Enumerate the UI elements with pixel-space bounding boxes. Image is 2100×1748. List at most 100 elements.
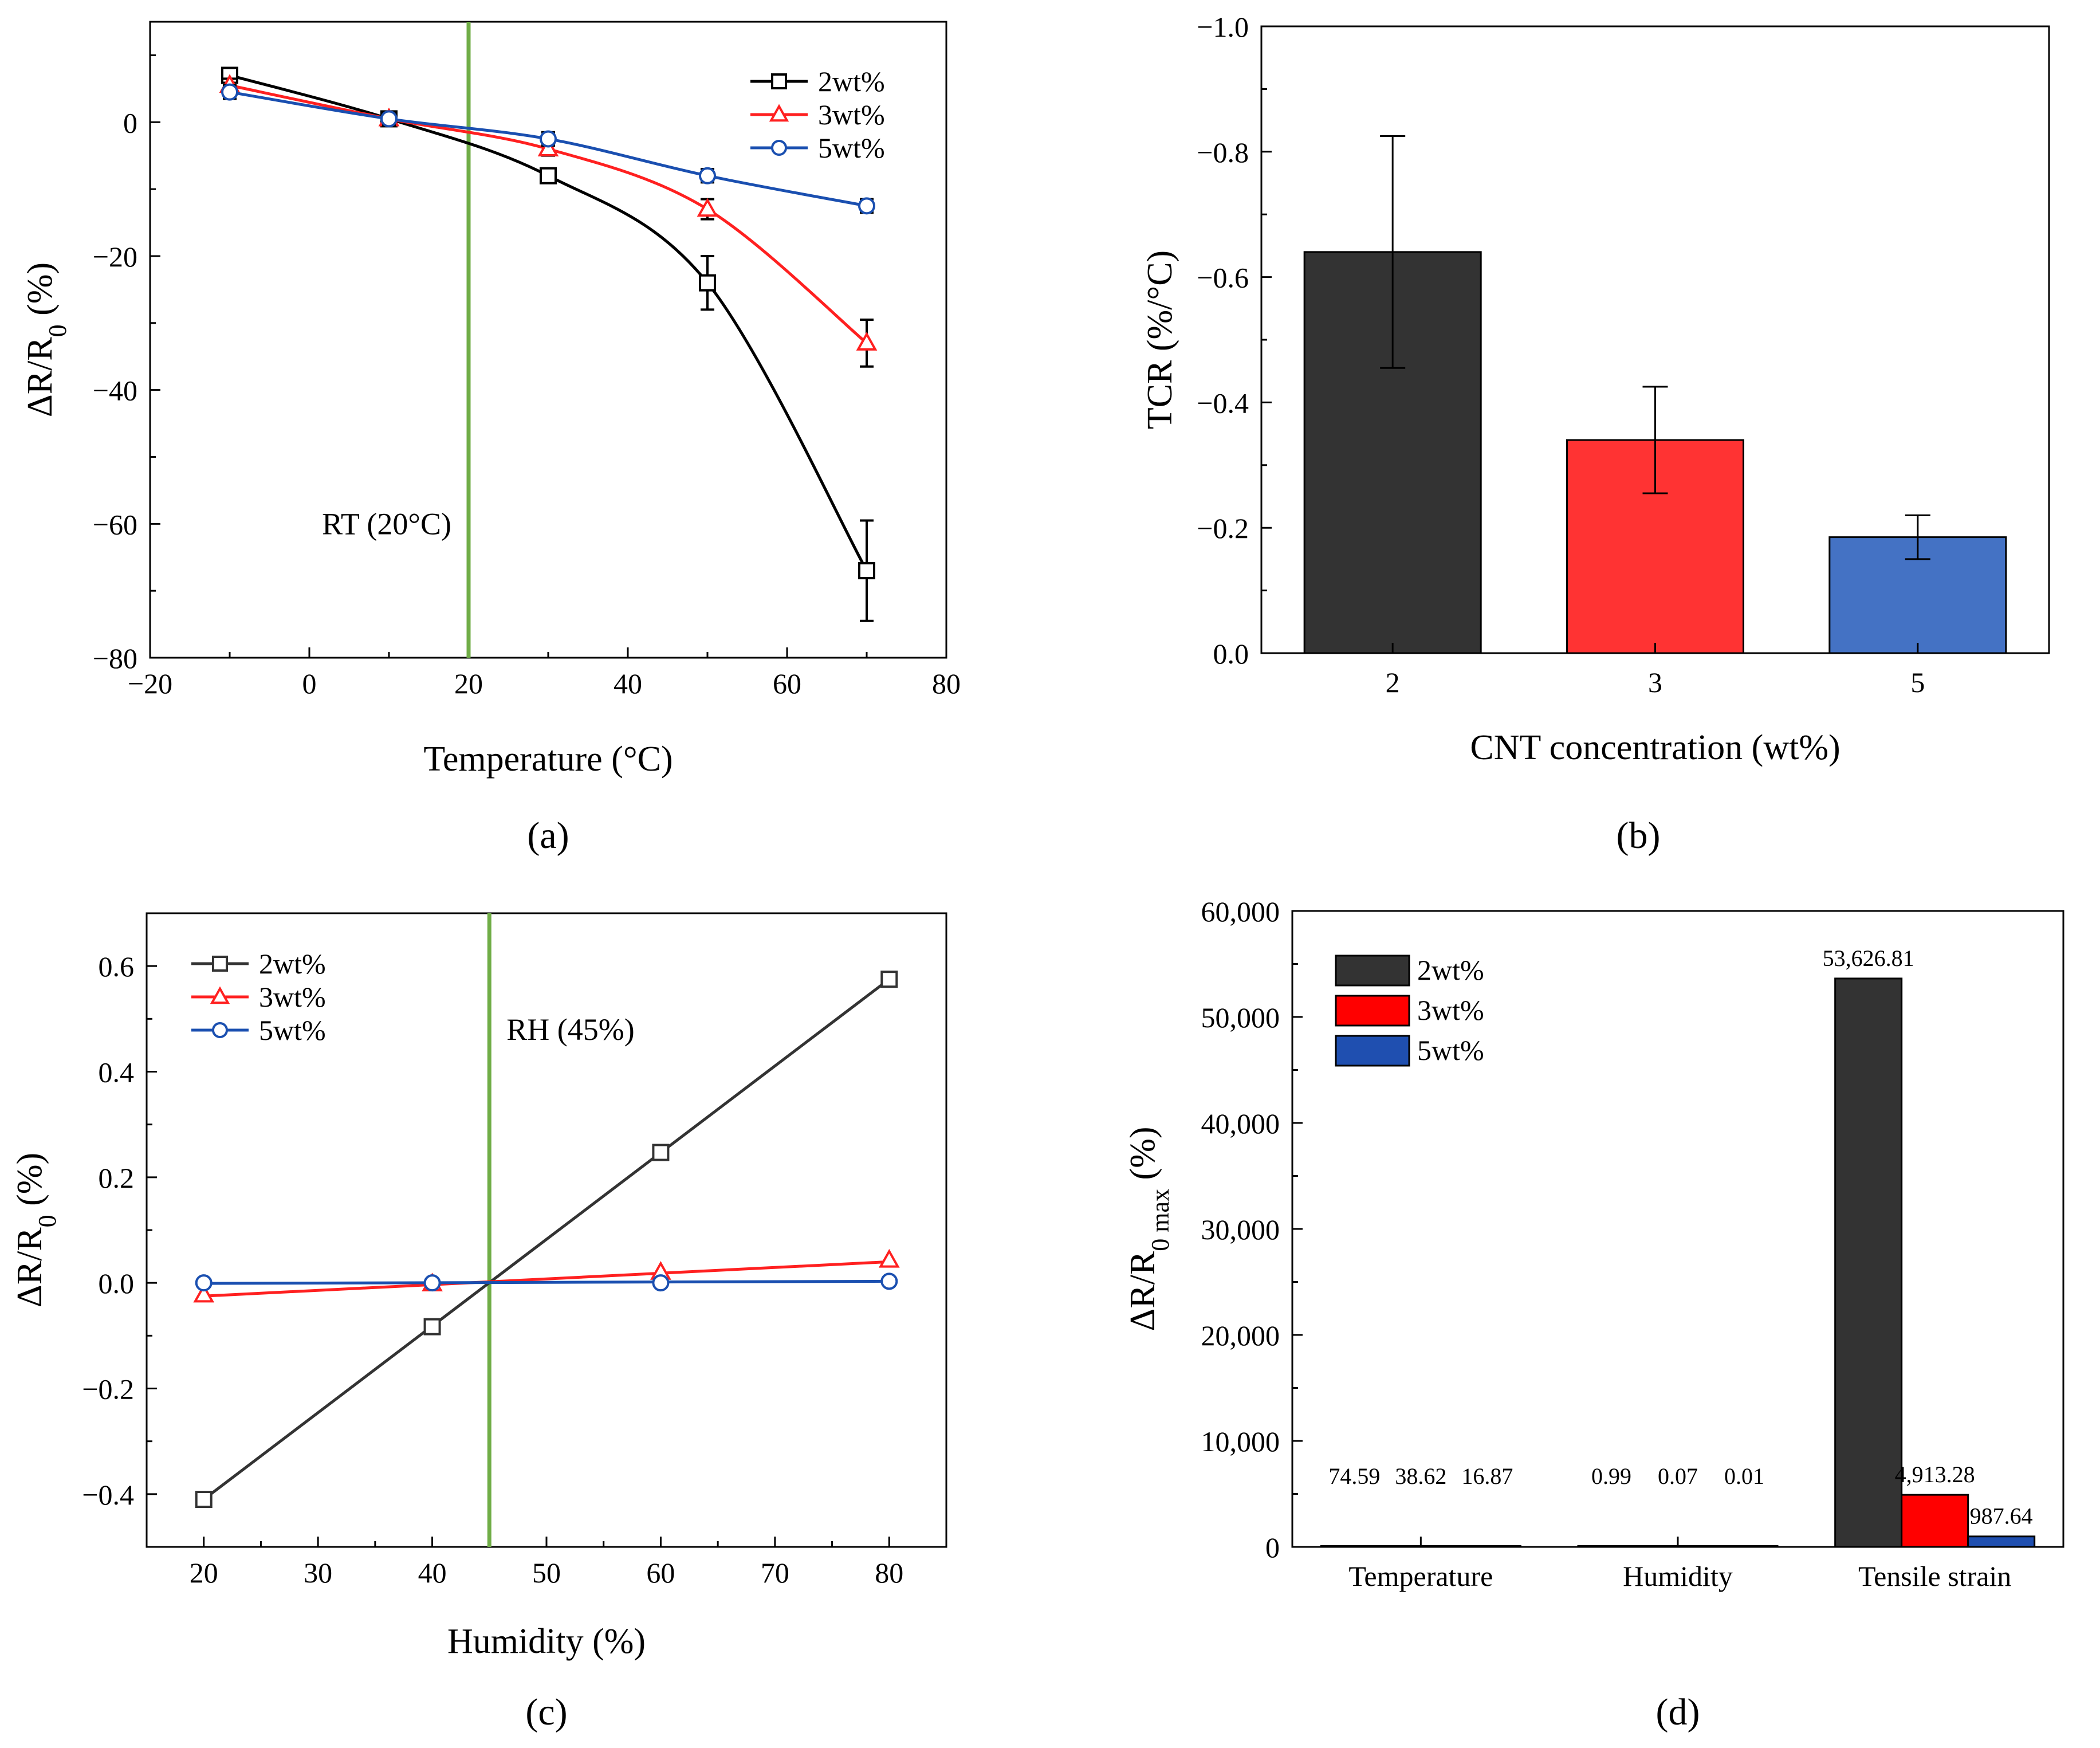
data-point-c <box>195 1274 213 1292</box>
bar-d-2wt% <box>1577 1545 1646 1548</box>
y-tick-label-c: 0.6 <box>99 950 135 983</box>
chart-b: 0.0 −0.2 −0.4 −0.6 −0.8 −1.0 2 3 5 CNT concentrat… <box>1141 11 2050 857</box>
x-axis-label-c: Humidity (%) <box>447 1622 646 1661</box>
legend-label-d: 5wt% <box>1417 1034 1484 1066</box>
y-tick-label-c: 0.0 <box>99 1267 135 1299</box>
panel-label-d: (d) <box>1656 1691 1700 1733</box>
y-tick-label-a: 0 <box>123 107 137 139</box>
x-tick-label-a: 0 <box>302 667 317 700</box>
legend-label-c: 5wt% <box>259 1014 326 1046</box>
y-tick-label-a: −80 <box>93 642 137 674</box>
panel-label-c: (c) <box>525 1691 567 1733</box>
bar-d-3wt% <box>1643 1545 1712 1548</box>
rh-label: RH (45%) <box>506 1012 634 1047</box>
x-tick-label-d: Humidity <box>1623 1560 1733 1592</box>
legend-label-a: 2wt% <box>818 65 885 97</box>
data-point-a <box>540 130 557 148</box>
x-tick-label-a: 40 <box>614 667 642 700</box>
y-tick-label-a: −60 <box>93 508 137 540</box>
panel-label-a: (a) <box>527 815 569 857</box>
y-tick-label-b: −0.2 <box>1197 512 1249 544</box>
x-tick-label-b: 2 <box>1386 666 1400 698</box>
y-tick-label-c: 0.4 <box>99 1056 135 1089</box>
bar-value-label-d: 16.87 <box>1461 1463 1513 1489</box>
legend-label-c: 3wt% <box>259 981 326 1013</box>
x-tick-label-c: 30 <box>304 1557 332 1589</box>
ylabel-tail: (%) <box>1123 1126 1162 1188</box>
chart-a: −20 0 20 40 60 80 −80 −60 −40 −20 0 RT (20°C) 2wt%3w… <box>21 21 961 857</box>
legend-label-d: 3wt% <box>1417 994 1484 1026</box>
ylabel-tail: (%) <box>10 1153 49 1215</box>
data-point-c <box>423 1274 441 1292</box>
series-line-a-2wt% <box>229 74 868 572</box>
data-point-c <box>878 1248 900 1268</box>
bar-value-label-d: 74.59 <box>1328 1463 1380 1489</box>
x-axis-label-b: CNT concentration (wt%) <box>1470 728 1840 767</box>
y-axis-label-d: ΔR/R0 max (%) <box>1123 1126 1174 1331</box>
x-tick-label-c: 80 <box>875 1557 903 1589</box>
x-tick-label-a: 80 <box>932 667 961 700</box>
fit-line-c-3wt% <box>203 1260 890 1298</box>
series-line-a-3wt% <box>229 84 868 344</box>
bar-value-label-d: 987.64 <box>1970 1503 2033 1529</box>
data-point-c <box>195 1491 213 1509</box>
data-point-c <box>652 1274 670 1292</box>
bar-value-label-d: 38.62 <box>1395 1463 1446 1489</box>
y-tick-label-d: 40,000 <box>1201 1107 1280 1140</box>
y-tick-label-b: −1.0 <box>1197 11 1249 43</box>
bar-d-3wt% <box>1386 1545 1455 1548</box>
chart-d: 0 10,000 20,000 30,000 40,000 50,000 60,000 Tem… <box>1123 895 2064 1733</box>
legend-label-a: 5wt% <box>818 132 885 164</box>
legend-swatch-d <box>1335 1035 1410 1067</box>
y-tick-label-c: −0.2 <box>82 1373 134 1405</box>
y-tick-label-b: −0.6 <box>1197 262 1249 294</box>
y-tick-label-b: −0.4 <box>1197 387 1249 419</box>
data-point-a <box>699 167 716 184</box>
y-axis-label-c: ΔR/R0 (%) <box>10 1153 61 1307</box>
ylabel-tail: (%) <box>21 262 60 324</box>
chart-c: 20 30 40 50 60 70 80 −0.4 −0.2 0.0 0.2 0.4 0.6 RH (45… <box>10 912 947 1733</box>
bar-d-5wt% <box>1710 1545 1779 1548</box>
x-tick-label-d: Tensile strain <box>1858 1560 2011 1592</box>
bar-d-5wt% <box>1453 1545 1521 1548</box>
fit-line-c-5wt% <box>203 1279 890 1285</box>
y-tick-label-b: −0.8 <box>1197 136 1249 168</box>
data-point-a <box>537 138 559 157</box>
ylabel-sub: 0 max <box>1146 1189 1174 1251</box>
x-tick-label-c: 50 <box>532 1557 561 1589</box>
legend-swatch-d <box>1335 954 1410 987</box>
panel-label-b: (b) <box>1617 815 1661 857</box>
x-tick-label-a: −20 <box>128 667 172 700</box>
y-tick-label-d: 60,000 <box>1201 895 1280 928</box>
data-point-a <box>856 332 878 351</box>
y-tick-label-a: −20 <box>93 241 137 273</box>
y-tick-label-c: 0.2 <box>99 1162 135 1194</box>
data-point-a <box>858 197 875 215</box>
legend-label-c: 2wt% <box>259 948 326 980</box>
x-tick-label-a: 20 <box>454 667 483 700</box>
data-point-a <box>380 110 398 128</box>
y-tick-label-b: 0.0 <box>1213 638 1249 670</box>
data-point-a <box>858 562 875 580</box>
fit-line-c-2wt% <box>203 978 890 1501</box>
ylabel-sub: 0 <box>44 324 72 337</box>
y-axis-label-a: ΔR/R0 (%) <box>21 262 72 417</box>
y-tick-label-d: 10,000 <box>1201 1425 1280 1458</box>
bar-d-2wt% <box>1320 1545 1389 1548</box>
ylabel-sub: 0 <box>33 1215 61 1227</box>
bar-value-label-d: 0.07 <box>1658 1463 1698 1489</box>
rt-label: RT (20°C) <box>322 506 451 541</box>
x-tick-label-c: 20 <box>190 1557 218 1589</box>
ylabel-main: ΔR/R <box>1123 1251 1162 1331</box>
y-tick-label-c: −0.4 <box>82 1479 134 1511</box>
y-tick-label-d: 30,000 <box>1201 1213 1280 1246</box>
data-point-a <box>221 83 238 101</box>
x-tick-label-d: Temperature <box>1348 1560 1493 1592</box>
legend-marker-a <box>769 104 789 122</box>
bar-d-3wt% <box>1901 1494 1969 1548</box>
legend-marker-a <box>771 140 787 156</box>
x-tick-label-b: 3 <box>1648 666 1662 698</box>
x-tick-label-b: 5 <box>1910 666 1925 698</box>
x-tick-label-c: 40 <box>418 1557 447 1589</box>
